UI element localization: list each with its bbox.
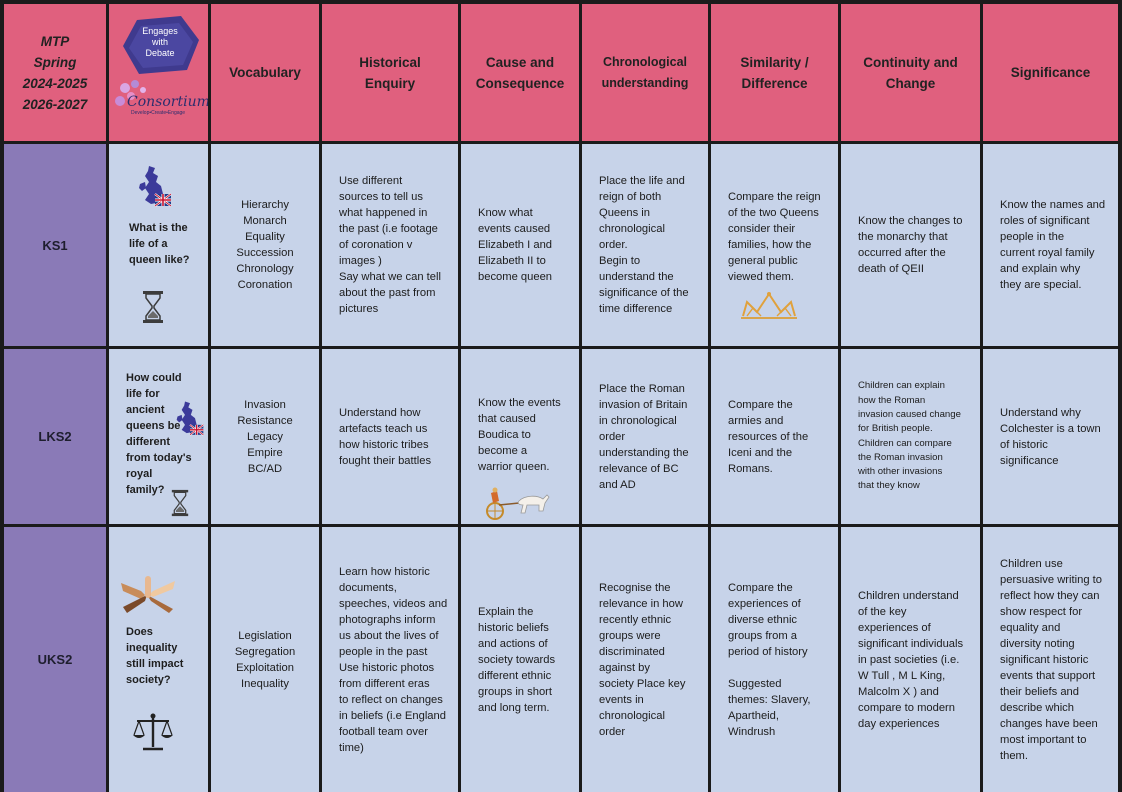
col-header-similarity: Similarity / Difference <box>711 4 838 141</box>
hourglass-icon <box>171 489 189 517</box>
uk-map-icon <box>139 166 172 207</box>
stage-label-lks2: LKS2 <box>4 349 106 524</box>
uk-map-icon <box>176 401 204 436</box>
uks2-vocabulary: Legislation Segregation Exploitation Ine… <box>211 527 319 792</box>
lks2-significance: Understand why Colchester is a town of h… <box>983 349 1118 524</box>
lks2-chronological: Place the Roman invasion of Britain in c… <box>582 349 708 524</box>
stage-label-ks1: KS1 <box>4 144 106 346</box>
consortium-logo <box>115 16 199 106</box>
lks2-continuity: Children can explain how the Roman invas… <box>841 349 980 524</box>
ks1-cause-consequence: Know what events caused Elizabeth I and … <box>461 144 579 346</box>
joined-hands-icon <box>121 576 175 613</box>
key-question-ks1: What is the life of a queen like? <box>129 222 190 266</box>
logo-tagline: Develop•Create•Engage <box>131 110 186 116</box>
col-header-chronological: Chronological understanding <box>582 4 708 141</box>
lks2-vocabulary: Invasion Resistance Legacy Empire BC/AD <box>211 349 319 524</box>
ks1-vocabulary: Hierarchy Monarch Equality Succession Ch… <box>211 144 319 346</box>
col-header-continuity: Continuity and Change <box>841 4 980 141</box>
hourglass-icon <box>143 291 163 323</box>
lks2-similarity: Compare the armies and resources of the … <box>711 349 838 524</box>
lks2-historical-enquiry: Understand how artefacts teach us how hi… <box>322 349 458 524</box>
chariot-icon <box>486 487 550 520</box>
uks2-similarity: Compare the experiences of diverse ethni… <box>711 527 838 792</box>
scales-icon <box>133 713 173 751</box>
uks2-chronological: Recognise the relevance in how recently … <box>582 527 708 792</box>
ks1-significance: Know the names and roles of significant … <box>983 144 1118 346</box>
ks1-historical-enquiry: Use different sources to tell us what ha… <box>322 144 458 346</box>
logo-wordmark: Consortium <box>127 94 208 110</box>
stage-label-uks2: UKS2 <box>4 527 106 792</box>
logo-cell: Engages with Debate Consortium Develop•C… <box>109 4 208 141</box>
uks2-continuity: Children understand of the key experienc… <box>841 527 980 792</box>
crown-icon <box>741 292 797 319</box>
lks2-cause-consequence: Know the events that caused Boudica to b… <box>461 349 579 524</box>
key-question-lks2: How could life for ancient queens be dif… <box>126 372 192 496</box>
col-header-vocabulary: Vocabulary <box>211 4 319 141</box>
col-header-cause-consequence: Cause and Consequence <box>461 4 579 141</box>
uks2-cause-consequence: Explain the historic beliefs and actions… <box>461 527 579 792</box>
uks2-significance: Children use persuasive writing to refle… <box>983 527 1118 792</box>
key-question-uks2: Does inequality still impact society? <box>126 626 184 686</box>
ks1-continuity: Know the changes to the monarchy that oc… <box>841 144 980 346</box>
ks1-chronological: Place the life and reign of both Queens … <box>582 144 708 346</box>
question-cell-ks1: What is the life of a queen like? <box>109 144 208 346</box>
ks1-similarity: Compare the reign of the two Queens cons… <box>711 144 838 346</box>
logo-badge-text: Engages with Debate <box>142 26 178 58</box>
question-cell-uks2: Does inequality still impact society? <box>109 527 208 792</box>
col-header-historical-enquiry: Historical Enquiry <box>322 4 458 141</box>
plan-title: MTP Spring 2024-2025 2026-2027 <box>4 4 106 141</box>
uks2-historical-enquiry: Learn how historic documents, speeches, … <box>322 527 458 792</box>
col-header-significance: Significance <box>983 4 1118 141</box>
question-cell-lks2: How could life for ancient queens be dif… <box>109 349 208 524</box>
